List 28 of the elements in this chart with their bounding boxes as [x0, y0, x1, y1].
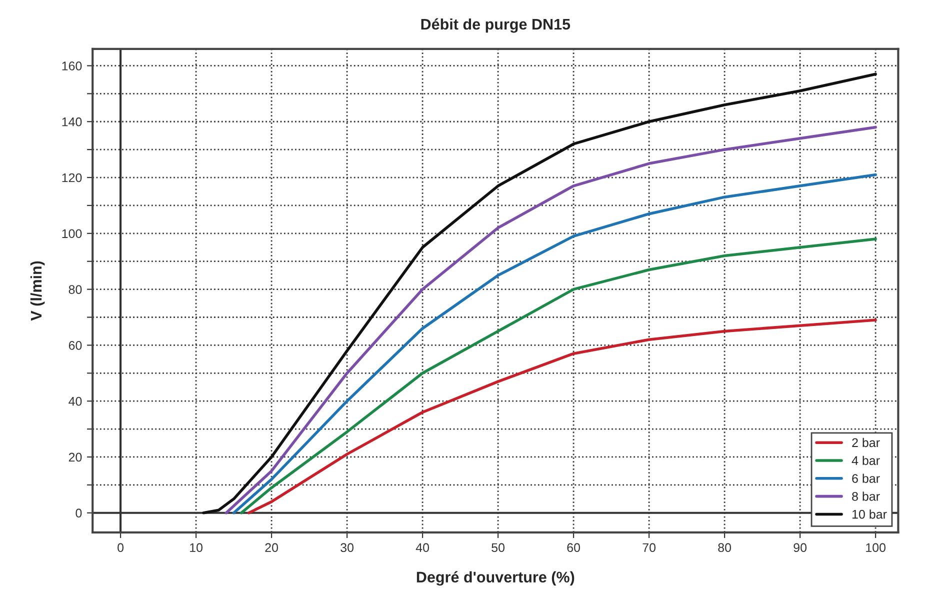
y-tick-label: 100 [62, 229, 82, 238]
legend-label: 2 bar [852, 438, 880, 448]
y-tick-label: 60 [68, 340, 82, 350]
y-axis-title: V (l/min) [30, 261, 45, 321]
legend-label: 4 bar [852, 456, 880, 466]
x-tick-label: 30 [340, 543, 354, 552]
y-tick-label: 0 [76, 508, 82, 518]
x-tick-label: 70 [642, 543, 656, 552]
x-tick-label: 50 [492, 543, 505, 552]
x-tick-label: 80 [718, 543, 732, 552]
x-axis-title: Degré d'ouverture (%) [416, 571, 574, 586]
chart-title: Débit de purge DN15 [421, 18, 570, 33]
y-tick-label: 120 [62, 173, 82, 182]
x-tick-label: 60 [567, 543, 580, 552]
x-tick-label: 20 [265, 543, 278, 552]
legend-label: 6 bar [852, 474, 880, 483]
y-tick-label: 140 [62, 117, 82, 126]
legend-label: 10 bar [852, 510, 887, 519]
x-tick-label: 40 [416, 543, 430, 552]
x-tick-label: 10 [190, 543, 203, 552]
x-tick-label: 90 [794, 543, 807, 552]
y-tick-label: 80 [68, 285, 82, 294]
y-tick-label: 160 [62, 62, 82, 70]
y-tick-label: 40 [68, 396, 82, 406]
legend-label: 8 bar [852, 492, 880, 501]
y-tick-label: 20 [68, 452, 82, 462]
x-tick-label: 0 [118, 543, 124, 552]
x-tick-label: 100 [866, 543, 886, 552]
